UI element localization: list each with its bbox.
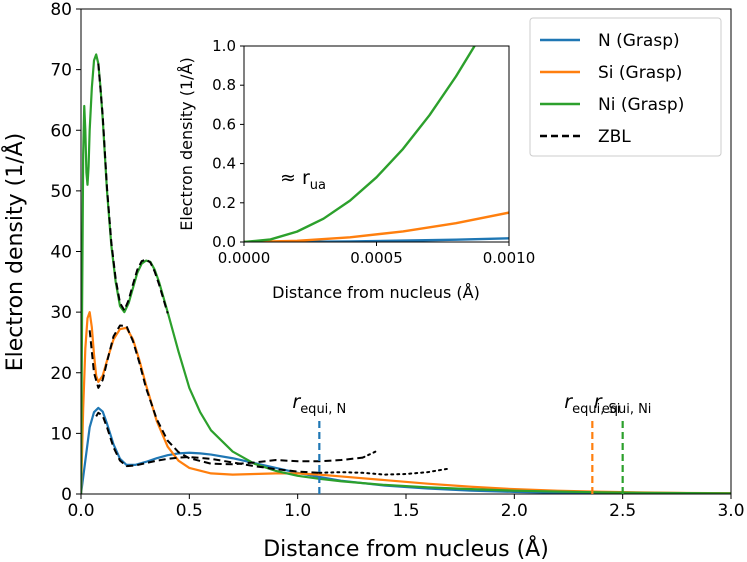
legend: N (Grasp) Si (Grasp) Ni (Grasp) ZBL [529, 17, 722, 157]
main-y-axis-label: Electron density (1/Å) [1, 133, 28, 372]
main-x-axis-label: Distance from nucleus (Å) [263, 535, 549, 562]
main-y-tick-label: 60 [50, 121, 72, 141]
main-y-tick-label: 0 [61, 485, 72, 505]
series-line-zbl-ni [97, 63, 169, 314]
main-x-tick-label: 2.0 [501, 501, 528, 521]
inset-y-tick-label: 0.0 [212, 233, 236, 251]
legend-label-n-grasp: N (Grasp) [598, 31, 680, 51]
inset-y-tick-label: 0.8 [212, 76, 236, 94]
main-x-tick-label: 1.5 [392, 501, 419, 521]
inset-series-line-si-grasp [244, 211, 509, 242]
inset-y-axis-label: Electron density (1/Å) [177, 57, 196, 230]
main-y-tick-label: 80 [50, 0, 72, 20]
main-x-tick-label: 2.5 [609, 501, 636, 521]
r-equi-label-equi-n: requi, N [292, 391, 346, 417]
main-y-tick-label: 40 [50, 243, 72, 263]
r-equi-label-equi-si: requi, Si [564, 391, 620, 417]
main-x-tick-label: 0.5 [176, 501, 203, 521]
series-line-zbl-si-extrapolated [361, 450, 377, 459]
legend-label-ni-grasp: Ni (Grasp) [598, 95, 684, 115]
inset-y-tick-label: 0.4 [212, 155, 236, 173]
legend-label-zbl: ZBL [598, 127, 631, 147]
main-x-tick-label: 0.0 [67, 501, 94, 521]
main-y-tick-label: 70 [50, 61, 72, 81]
r-equi-label-equi-ni: requi, Ni [594, 391, 652, 417]
legend-label-si-grasp: Si (Grasp) [598, 63, 682, 83]
inset-x-axis-label: Distance from nucleus (Å) [272, 283, 480, 302]
inset-series-line-ni-grasp [244, 46, 476, 242]
series-line-zbl-n-extrapolated [318, 467, 451, 476]
series-line-ni-grasp [81, 53, 731, 494]
main-x-tick-label: 3.0 [717, 501, 744, 521]
main-x-tick-label: 1.0 [284, 501, 311, 521]
series-line-zbl-si [88, 324, 363, 466]
legend-box [529, 17, 722, 157]
inset-plot-area: 0.0000 0.0005 0.0010 0.0 0.2 0.4 0.6 0.8 1.0 ≈ … [177, 37, 535, 302]
inset-y-tick-label: 0.6 [212, 115, 236, 133]
inset-x-tick-label: 0.0000 [218, 249, 271, 267]
main-y-tick-label: 30 [50, 303, 72, 323]
inset-x-tick-label: 0.0005 [350, 249, 403, 267]
series-line-si-grasp [81, 311, 731, 494]
inset-background [244, 46, 509, 242]
main-y-tick-label: 50 [50, 182, 72, 202]
main-y-tick-label: 20 [50, 364, 72, 384]
main-y-tick-label: 10 [50, 424, 72, 444]
inset-r-ua-annotation: ≈ rua [280, 167, 326, 193]
inset-y-tick-label: 1.0 [212, 37, 236, 55]
inset-y-tick-label: 0.2 [212, 194, 236, 212]
inset-x-tick-label: 0.0010 [483, 249, 536, 267]
series-line-n-grasp [81, 406, 731, 494]
